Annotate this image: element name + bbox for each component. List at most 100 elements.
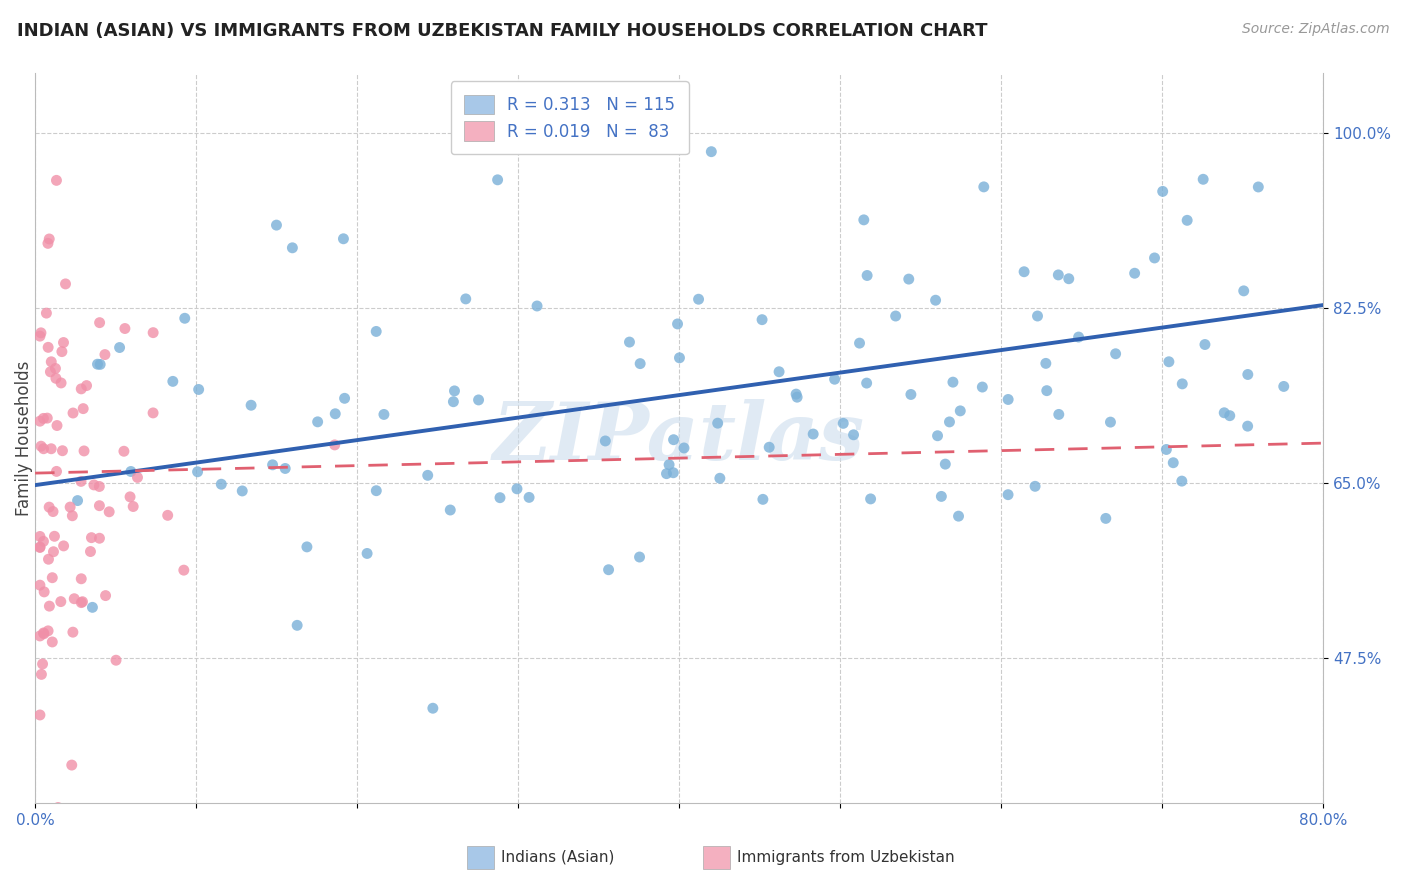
Point — [60, 508, 83, 523]
Point — [332, 232, 354, 246]
Point — [83, 478, 105, 492]
Point — [45, 464, 67, 478]
Point — [758, 440, 780, 454]
Point — [32, 585, 55, 599]
Point — [52, 539, 75, 553]
Point — [1094, 511, 1116, 525]
Point — [55, 277, 77, 291]
Point — [28, 529, 51, 543]
Point — [70, 475, 93, 489]
Point — [506, 482, 529, 496]
Point — [38, 599, 60, 614]
Point — [662, 466, 685, 480]
Point — [89, 479, 111, 493]
Point — [32, 626, 55, 640]
Point — [997, 488, 1019, 502]
Point — [156, 508, 179, 523]
Point — [1143, 251, 1166, 265]
Point — [51, 443, 73, 458]
Point — [1192, 172, 1215, 186]
Point — [619, 334, 641, 349]
Point — [187, 383, 209, 397]
Point — [856, 268, 879, 283]
Point — [924, 293, 946, 308]
Point — [98, 505, 121, 519]
Point — [1123, 266, 1146, 280]
Point — [28, 629, 51, 643]
Point — [28, 540, 51, 554]
Point — [51, 344, 73, 359]
Point — [285, 618, 308, 632]
Point — [1057, 271, 1080, 285]
Point — [752, 492, 775, 507]
Point — [366, 325, 388, 339]
Point — [114, 321, 136, 335]
Point — [1236, 368, 1258, 382]
Point — [454, 292, 477, 306]
Y-axis label: Family Households: Family Households — [15, 360, 32, 516]
Point — [1247, 180, 1270, 194]
Text: Immigrants from Uzbekistan: Immigrants from Uzbekistan — [737, 850, 955, 864]
Point — [262, 458, 284, 472]
Point — [900, 387, 922, 401]
Text: ZIPatlas: ZIPatlas — [494, 400, 865, 477]
Point — [949, 404, 972, 418]
Point — [45, 173, 67, 187]
Point — [231, 483, 253, 498]
Point — [44, 361, 66, 376]
Point — [108, 341, 131, 355]
Point — [30, 326, 52, 340]
Point — [1194, 337, 1216, 351]
Legend: R = 0.313   N = 115, R = 0.019   N =  83: R = 0.313 N = 115, R = 0.019 N = 83 — [451, 81, 689, 154]
FancyBboxPatch shape — [467, 846, 494, 869]
Point — [142, 326, 165, 340]
Point — [32, 442, 55, 456]
FancyBboxPatch shape — [703, 846, 730, 869]
Point — [28, 541, 51, 555]
Point — [1012, 265, 1035, 279]
Point — [52, 335, 75, 350]
Point — [842, 427, 865, 442]
Point — [89, 531, 111, 545]
Point — [832, 417, 855, 431]
Point — [1233, 284, 1256, 298]
Point — [1047, 268, 1070, 282]
Point — [848, 336, 870, 351]
Point — [37, 340, 59, 354]
Point — [173, 311, 195, 326]
Point — [94, 348, 117, 362]
Point — [658, 458, 681, 472]
Point — [32, 534, 55, 549]
Point — [1036, 384, 1059, 398]
Point — [942, 375, 965, 389]
Point — [82, 600, 104, 615]
Point — [44, 529, 66, 543]
Point — [855, 376, 877, 390]
Point — [655, 467, 678, 481]
Point — [972, 380, 994, 394]
Point — [307, 415, 329, 429]
Point — [60, 758, 83, 772]
Text: INDIAN (ASIAN) VS IMMIGRANTS FROM UZBEKISTAN FAMILY HOUSEHOLDS CORRELATION CHART: INDIAN (ASIAN) VS IMMIGRANTS FROM UZBEKI… — [17, 22, 987, 40]
Point — [89, 358, 111, 372]
Point — [31, 657, 53, 671]
Point — [416, 468, 439, 483]
Point — [373, 408, 395, 422]
Point — [37, 624, 59, 638]
Point — [323, 407, 346, 421]
Point — [668, 351, 690, 365]
Point — [598, 563, 620, 577]
Point — [486, 173, 509, 187]
Point — [688, 292, 710, 306]
Point — [46, 418, 69, 433]
Point — [41, 635, 63, 649]
Point — [897, 272, 920, 286]
Point — [120, 465, 142, 479]
Point — [76, 378, 98, 392]
Point — [441, 394, 464, 409]
Point — [187, 465, 209, 479]
Point — [28, 578, 51, 592]
Point — [38, 500, 60, 515]
Point — [672, 441, 695, 455]
Point — [120, 490, 142, 504]
